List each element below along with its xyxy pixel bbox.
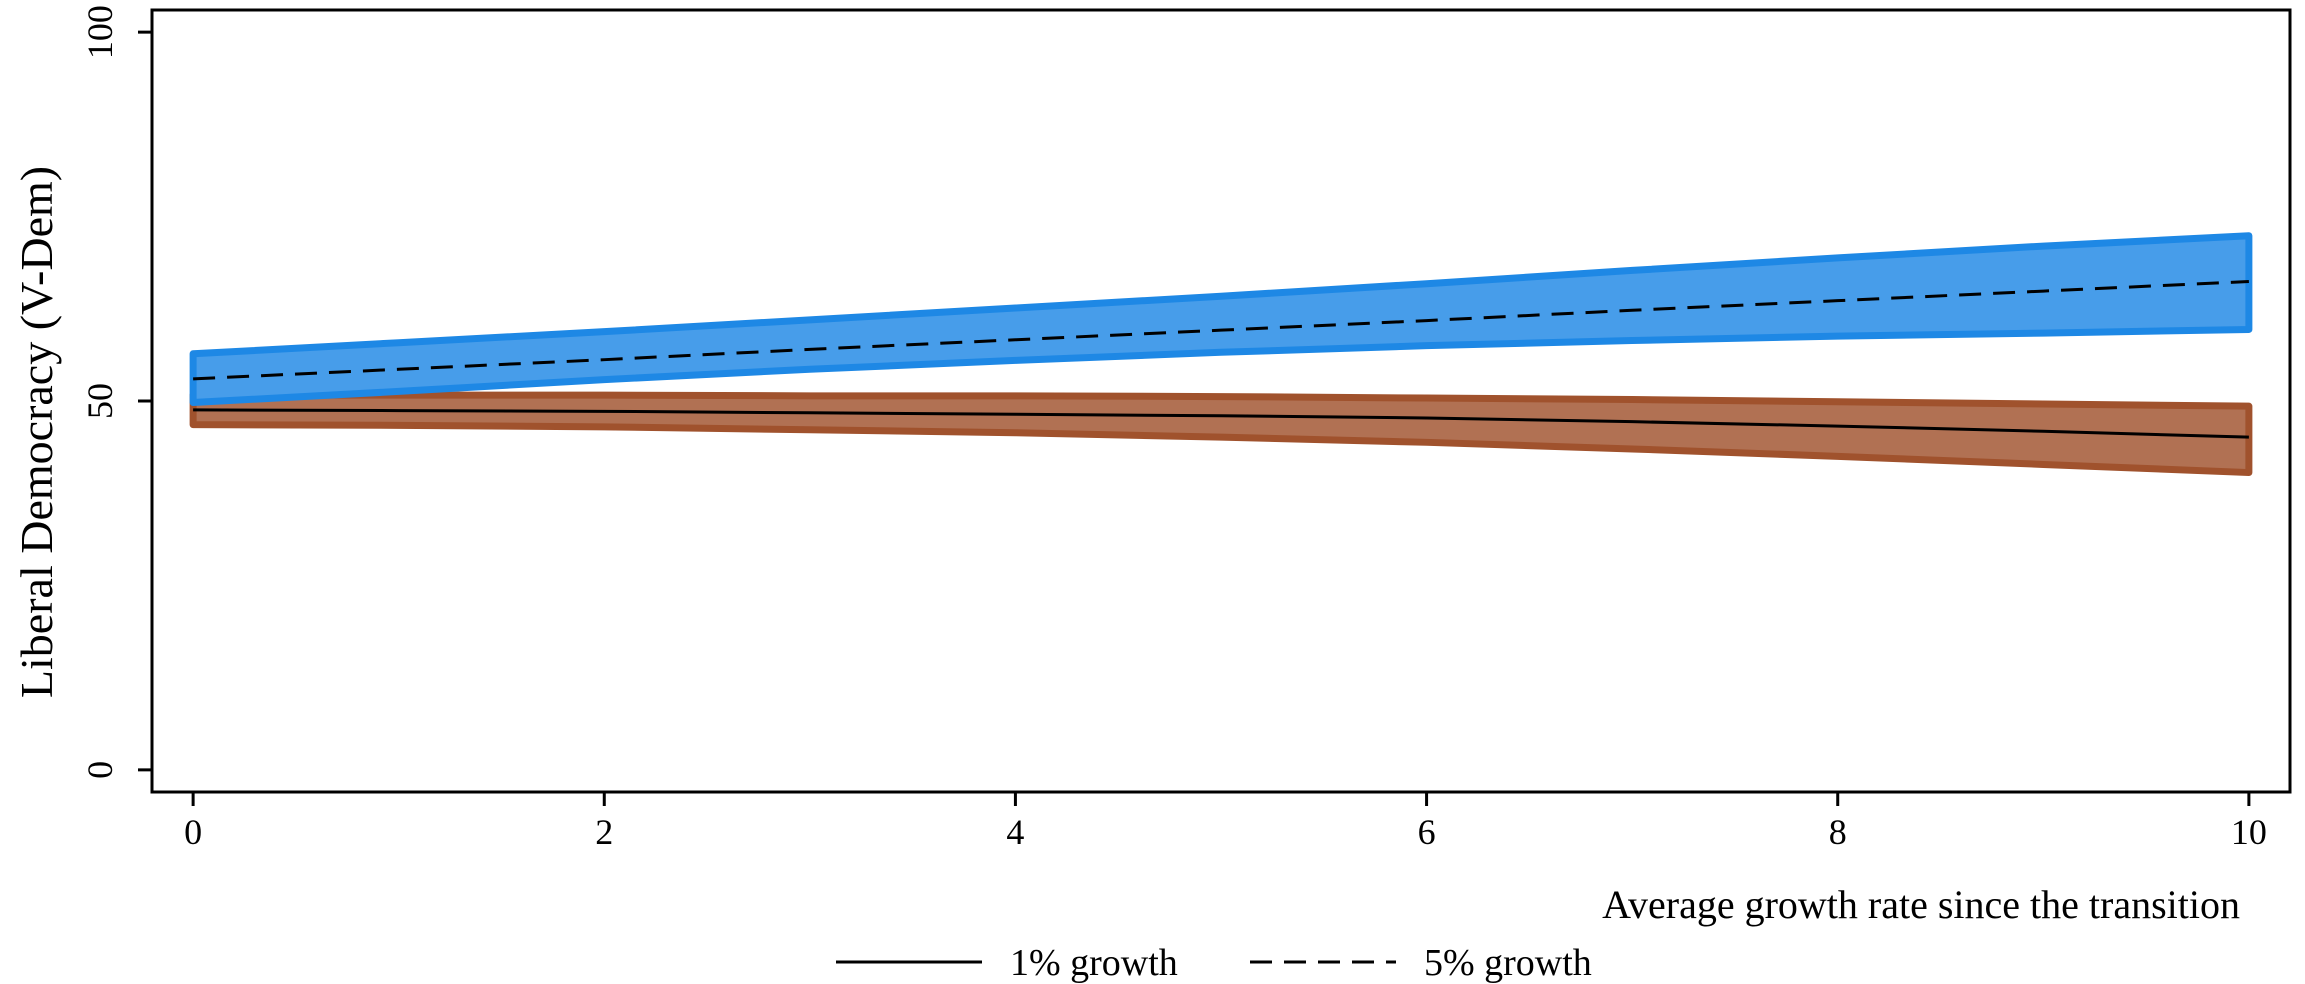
x-axis-label: Average growth rate since the transition <box>1602 882 2240 927</box>
confidence-bands <box>189 232 2253 477</box>
y-tick-label: 0 <box>80 761 120 779</box>
x-tick-label: 10 <box>2231 812 2267 852</box>
band-1-growth <box>189 391 2253 477</box>
line-5-growth <box>193 279 2249 381</box>
line-1-growth <box>193 408 2249 439</box>
y-tick-label: 100 <box>80 5 120 59</box>
legend: 1% growth 5% growth <box>836 942 1592 984</box>
series-lines <box>193 279 2249 439</box>
band-5-growth <box>189 232 2253 406</box>
x-tick-label: 0 <box>184 812 202 852</box>
legend-label-5-growth: 5% growth <box>1424 942 1592 984</box>
x-tick-label: 8 <box>1829 812 1847 852</box>
y-axis-label: Liberal Democracy (V-Dem) <box>11 166 62 698</box>
x-tick-label: 4 <box>1006 812 1024 852</box>
y-tick-label: 50 <box>80 383 120 419</box>
x-tick-label: 2 <box>595 812 613 852</box>
x-axis: 0 2 4 6 8 10 <box>184 792 2267 852</box>
legend-label-1-growth: 1% growth <box>1010 942 1178 984</box>
x-tick-label: 6 <box>1418 812 1436 852</box>
y-axis: 0 50 100 <box>80 5 152 779</box>
